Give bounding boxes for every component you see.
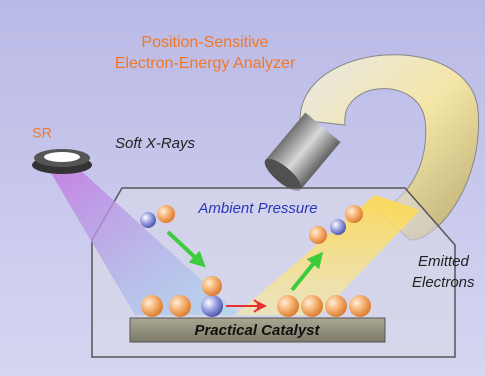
atom — [141, 295, 163, 317]
chamber-label: Ambient Pressure — [197, 200, 317, 217]
emission-label: Emitted — [418, 253, 470, 270]
adsorbate — [202, 276, 222, 296]
molecule — [140, 212, 156, 228]
atom — [325, 295, 347, 317]
atom — [277, 295, 299, 317]
molecule — [345, 205, 363, 223]
analyzer-label: Position-Sensitive — [141, 34, 268, 51]
molecule — [309, 226, 327, 244]
molecule — [157, 205, 175, 223]
atom — [301, 295, 323, 317]
diagram: Position-Sensitive Electron-Energy Analy… — [0, 0, 485, 376]
atom — [349, 295, 371, 317]
atom — [169, 295, 191, 317]
page: Position-Sensitive Electron-Energy Analy… — [0, 0, 485, 376]
sample-label: Practical Catalyst — [194, 322, 320, 339]
beam-label: Soft X-Rays — [115, 135, 196, 152]
analyzer-label: Electron-Energy Analyzer — [115, 55, 296, 72]
molecule — [330, 219, 346, 235]
emission-label: Electrons — [412, 274, 475, 291]
source-light — [44, 152, 80, 162]
adsorbate — [201, 295, 223, 317]
source-label: SR — [32, 125, 51, 141]
